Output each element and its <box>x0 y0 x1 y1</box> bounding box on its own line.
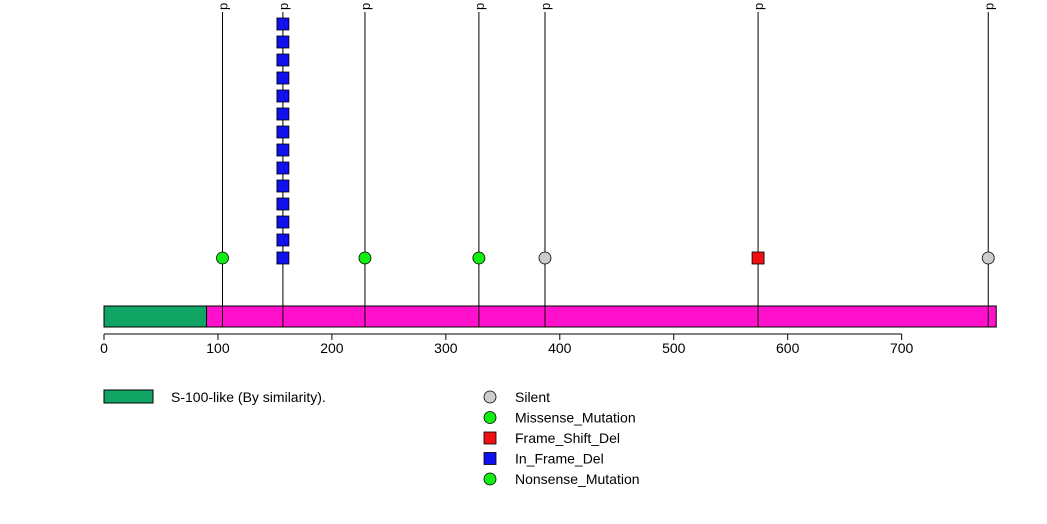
mutation-marker <box>216 251 229 265</box>
mutation-marker <box>483 452 497 465</box>
x-tick-label: 200 <box>320 340 344 356</box>
mutation-marker <box>276 89 290 103</box>
x-tick-label: 700 <box>890 340 914 356</box>
x-tick-label: 500 <box>662 340 686 356</box>
mutation-marker <box>276 35 290 49</box>
lollipop-label: p <box>981 3 996 10</box>
lollipop-label: p <box>358 3 373 10</box>
mutation-marker <box>276 53 290 67</box>
lollipop-label: p <box>216 3 231 10</box>
mutation-marker <box>981 251 995 265</box>
lollipop-stems <box>222 12 989 327</box>
mutation-marker <box>538 251 552 265</box>
mutation-marker <box>276 233 290 247</box>
mutation-type-legend-label: Silent <box>515 389 550 405</box>
x-tick-label: 100 <box>206 340 230 356</box>
x-tick-label: 400 <box>548 340 572 356</box>
protein-backbone <box>103 305 997 328</box>
lollipop-label: p <box>751 3 766 10</box>
domain-legend-swatch <box>103 389 154 404</box>
mutation-marker <box>483 390 497 404</box>
mutation-type-legend-label: In_Frame_Del <box>515 451 604 467</box>
domain-legend-label: S-100-like (By similarity). <box>171 389 326 405</box>
mutation-markers <box>216 17 995 265</box>
mutation-marker <box>483 431 497 445</box>
x-tick-label: 0 <box>100 340 108 356</box>
mutation-marker <box>472 251 486 265</box>
mutation-marker <box>483 472 497 486</box>
mutation-marker <box>276 161 290 175</box>
mutation-marker <box>276 17 290 31</box>
x-tick-label: 300 <box>434 340 458 356</box>
mutation-marker <box>276 197 290 211</box>
mutation-marker <box>358 251 372 265</box>
mutation-type-legend-label: Missense_Mutation <box>515 410 636 426</box>
domain-region <box>103 305 208 328</box>
mutation-marker <box>276 251 290 265</box>
lollipop-label: p <box>276 3 291 10</box>
mutation-marker <box>276 107 290 121</box>
x-tick-label: 600 <box>776 340 800 356</box>
mutation-type-legend: Silent Missense_Mutation Frame_Shift_Del In… <box>483 389 640 487</box>
mutation-marker <box>276 71 290 85</box>
mutation-marker <box>483 411 497 424</box>
lollipop-label: p <box>472 3 487 10</box>
x-axis: 0 100 200 300 400 500 600 700 <box>100 333 914 356</box>
mutation-marker <box>276 179 290 193</box>
mutation-type-legend-label: Nonsense_Mutation <box>515 471 640 487</box>
mutation-marker <box>751 251 765 265</box>
lollipop-label: p <box>538 3 553 10</box>
mutation-marker <box>276 125 290 139</box>
mutation-marker <box>276 143 290 157</box>
mutation-type-legend-label: Frame_Shift_Del <box>515 430 620 446</box>
domain-legend: S-100-like (By similarity). <box>103 389 326 405</box>
protein-backbone-group <box>103 305 997 328</box>
mutation-marker <box>276 215 290 229</box>
